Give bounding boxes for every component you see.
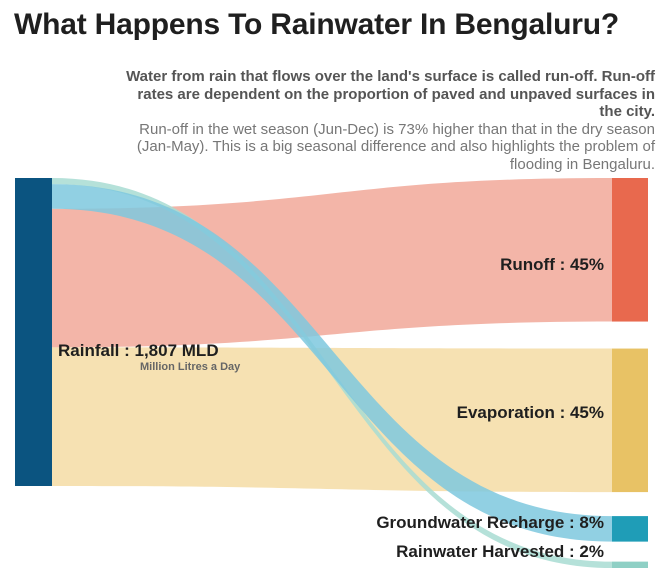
label-rainwater-harvested: Rainwater Harvested : 2% — [396, 542, 604, 561]
description-normal: Run-off in the wet season (Jun-Dec) is 7… — [136, 120, 655, 173]
flow-evaporation — [52, 347, 612, 493]
label-runoff: Runoff : 45% — [500, 255, 604, 274]
label-evaporation: Evaporation : 45% — [457, 403, 604, 422]
chart-description: Water from rain that flows over the land… — [115, 68, 655, 173]
label-rainfall-unit: Million Litres a Day — [140, 361, 241, 373]
description-bold: Water from rain that flows over the land… — [126, 68, 655, 120]
chart-title: What Happens To Rainwater In Bengaluru? — [14, 8, 620, 41]
label-groundwater-recharge: Groundwater Recharge : 8% — [376, 513, 604, 532]
sankey-flows — [52, 178, 612, 568]
label-rainfall: Rainfall : 1,807 MLD — [58, 341, 219, 360]
sankey-nodes — [15, 178, 648, 568]
node-runoff — [612, 178, 648, 322]
node-rainwater-harvested — [612, 561, 648, 568]
node-groundwater-recharge — [612, 516, 648, 542]
node-evaporation — [612, 348, 648, 493]
node-rainfall — [15, 178, 52, 486]
flow-groundwater-recharge — [52, 184, 612, 542]
